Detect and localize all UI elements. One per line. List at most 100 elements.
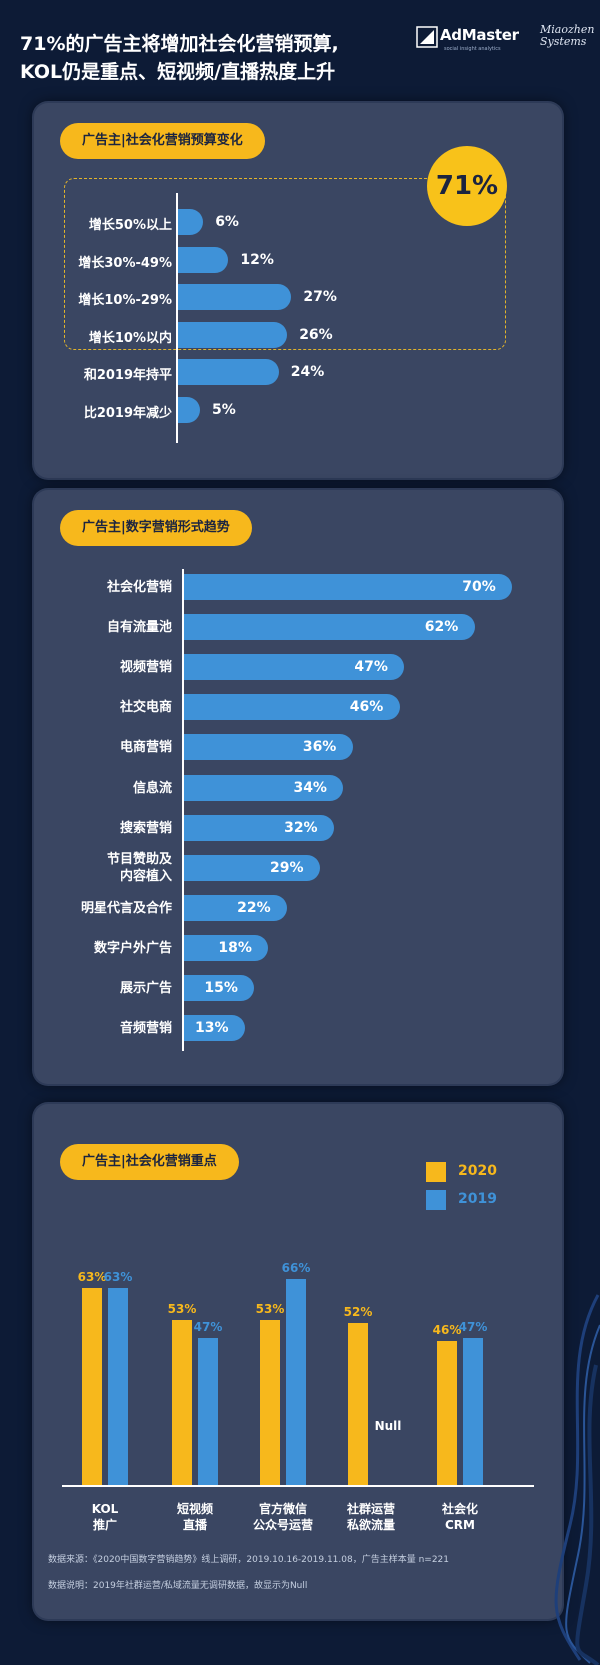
digital-row-label-line: 音频营销 <box>119 1021 172 1037</box>
digital-row-label: 自有流量池 <box>44 619 172 636</box>
source-note: 数据来源：《2020中国数字营销趋势》线上调研，2019.10.16-2019.… <box>48 1555 449 1565</box>
focus-bar-value-2019: 47% <box>193 1320 223 1335</box>
budget-bar <box>178 246 229 273</box>
digital-row-label-line: 内容植入 <box>119 868 172 884</box>
digital-row-label: 节目赞助及 内容植入 <box>44 851 172 885</box>
budget-row-label: 比2019年减少 <box>83 405 172 421</box>
digital-row-label: 社会化营销 <box>44 579 172 596</box>
focus-bar-2020 <box>172 1319 192 1485</box>
budget-row-label: 增长10%以内 <box>88 330 172 346</box>
budget-bar <box>178 359 279 385</box>
digital-row-label-line: 电商营销 <box>119 740 172 756</box>
digital-bar-value: 29% <box>270 859 304 876</box>
social-focus-title: 广告主|社会化营销重点 <box>60 1144 239 1180</box>
budget-bar <box>178 209 204 235</box>
digital-bar <box>184 975 255 1001</box>
budget-bar-value: 12% <box>240 251 274 268</box>
focus-bar-value-2019: 66% <box>281 1261 311 1276</box>
social-focus-panel: 广告主|社会化营销重点 2020 2019 63% 63% KOL 推广 53% 47% 短… <box>34 1104 562 1619</box>
budget-bar-value: 6% <box>215 214 239 230</box>
focus-category-label-line: 官方微信 <box>258 1502 307 1516</box>
digital-bar <box>184 934 269 961</box>
digital-row-label: 明星代言及合作 <box>44 900 172 917</box>
focus-bar-2019 <box>108 1288 128 1485</box>
digital-row-label: 音频营销 <box>44 1020 172 1037</box>
digital-row-label-line: 展示广告 <box>119 981 172 996</box>
focus-bar-2020 <box>437 1341 457 1485</box>
digital-bar-value: 70% <box>462 579 496 595</box>
focus-category-label-line: 推广 <box>92 1518 117 1532</box>
focus-bar-value-2020: 53% <box>167 1301 197 1316</box>
focus-null-label: Null <box>374 1419 402 1433</box>
budget-change-title: 广告主|社会化营销预算变化 <box>60 123 265 159</box>
digital-bar-value: 46% <box>349 699 384 716</box>
digital-bar <box>184 1015 245 1042</box>
digital-row-label-line: 社交电商 <box>119 700 172 716</box>
title-line-1: 71%的广告主将增加社会化营销预算, <box>20 33 339 55</box>
digital-marketing-title: 广告主|数字营销形式趋势 <box>60 510 252 546</box>
focus-category-label: 社群运营 私欲流量 <box>326 1501 416 1533</box>
digital-bar <box>184 614 475 641</box>
digital-bar <box>184 814 335 841</box>
decorative-swirl <box>554 1294 600 1665</box>
focus-bar-value-2019: 63% <box>103 1270 133 1285</box>
focus-bar-2019 <box>463 1338 483 1485</box>
title-line-2: KOL仍是重点、短视频/直播热度上升 <box>20 61 336 83</box>
digital-bar-value: 13% <box>194 1020 229 1037</box>
budget-bar-value: 5% <box>212 401 236 418</box>
digital-row-label: 社交电商 <box>44 699 172 716</box>
budget-row-label: 增长50%以上 <box>88 218 172 233</box>
increase-total-badge: 71% <box>427 146 507 226</box>
focus-category-label: 官方微信 公众号运营 <box>238 1501 328 1533</box>
focus-category-label-line: 社会化 <box>441 1502 478 1516</box>
digital-row-label: 数字户外广告 <box>44 940 172 957</box>
digital-row-label: 信息流 <box>44 780 172 797</box>
admaster-mark-icon <box>416 26 438 48</box>
budget-change-panel: 广告主|社会化营销预算变化 71% 增长50%以上 6% 增长30%-49% 12% 增… <box>34 103 562 478</box>
focus-category-label-line: 私欲流量 <box>346 1518 395 1532</box>
focus-category-label-line: 短视频 <box>176 1502 213 1516</box>
digital-bar <box>184 774 344 801</box>
digital-row-label-line: 明星代言及合作 <box>80 900 172 916</box>
legend-2020-label: 2020 <box>458 1163 497 1179</box>
budget-chart-axis <box>176 193 178 443</box>
digital-row-label: 展示广告 <box>44 980 172 997</box>
page-title: 71%的广告主将增加社会化营销预算, KOL仍是重点、短视频/直播热度上升 <box>20 30 339 86</box>
digital-bar-value: 32% <box>284 819 318 836</box>
miaozhen-logo-line1: Miaozhen <box>540 23 595 36</box>
focus-category-label: 社会化 CRM <box>415 1501 505 1533</box>
social-focus-axis <box>62 1485 534 1487</box>
budget-bar-value: 26% <box>299 326 333 343</box>
budget-row-label: 和2019年持平 <box>83 368 172 383</box>
digital-row-label: 电商营销 <box>44 739 172 756</box>
focus-category-label: KOL 推广 <box>60 1501 150 1533</box>
focus-bar-value-2020: 52% <box>343 1304 373 1319</box>
digital-row-label-line: 社会化营销 <box>106 580 172 595</box>
digital-bar-value: 47% <box>354 659 388 676</box>
focus-bar-2019 <box>198 1338 218 1485</box>
digital-row-label: 搜索营销 <box>44 820 172 837</box>
legend-2019-label: 2019 <box>458 1191 497 1207</box>
budget-bar <box>178 321 288 348</box>
digital-row-label-line: 自有流量池 <box>106 620 172 636</box>
digital-row-label-line: 视频营销 <box>119 660 172 676</box>
budget-bar <box>178 396 200 423</box>
increase-highlight-box <box>64 178 506 350</box>
digital-row-label-line: 信息流 <box>132 780 172 796</box>
focus-bar-value-2020: 46% <box>432 1323 462 1338</box>
focus-category-label-line: 社群运营 <box>346 1502 395 1516</box>
focus-bar-2019 <box>286 1279 306 1485</box>
budget-bar <box>178 284 292 310</box>
budget-row-label: 增长10%-29% <box>78 293 172 308</box>
digital-row-label-line: 搜索营销 <box>119 820 172 836</box>
digital-bar <box>184 854 320 881</box>
focus-category-label-line: CRM <box>445 1518 475 1532</box>
focus-bar-2020 <box>260 1319 280 1485</box>
focus-category-label-line: KOL <box>91 1502 119 1516</box>
admaster-logo: AdMaster social insight analytics <box>416 26 526 54</box>
digital-bar <box>184 894 288 921</box>
budget-bar-value: 24% <box>290 364 325 380</box>
digital-row-label-line: 节目赞助及 <box>106 851 172 867</box>
digital-marketing-panel: 广告主|数字营销形式趋势 社会化营销 70% 自有流量池 62% 视频营销 47% 社交电商… <box>34 490 562 1084</box>
legend-2020-swatch <box>426 1162 446 1182</box>
